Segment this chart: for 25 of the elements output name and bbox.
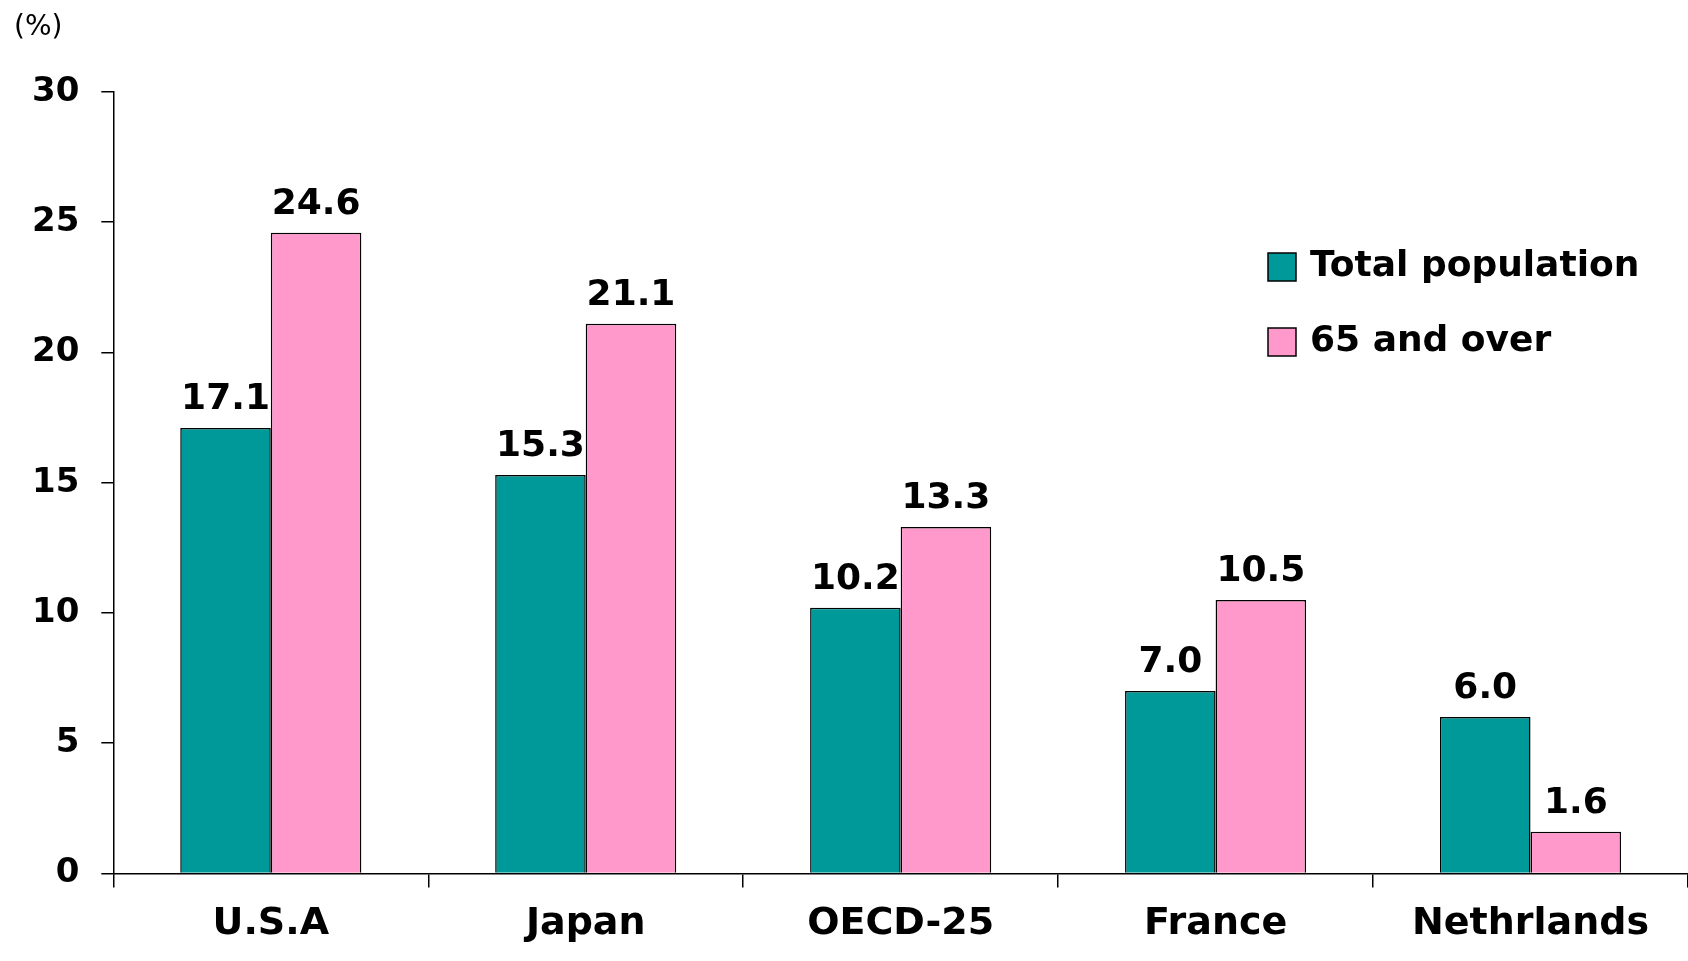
x-tick-label: France <box>1143 899 1288 944</box>
data-label: 7.0 <box>1138 639 1203 681</box>
y-tick-label: 15 <box>31 459 80 500</box>
data-label: 10.5 <box>1216 548 1306 590</box>
data-label: 21.1 <box>586 272 676 314</box>
y-tick-label: 20 <box>31 329 80 370</box>
legend-label: 65 and over <box>1310 318 1552 360</box>
data-label: 15.3 <box>496 423 585 465</box>
y-tick-label: 0 <box>55 850 80 891</box>
data-label: 6.0 <box>1453 665 1518 707</box>
legend-label: Total population <box>1310 243 1640 285</box>
y-tick-label: 30 <box>31 68 80 109</box>
y-tick-label: 10 <box>31 589 80 630</box>
data-label: 17.1 <box>181 376 270 418</box>
y-axis-title: (%) <box>14 9 63 43</box>
x-tick-label: Japan <box>522 899 646 944</box>
x-tick-label: OECD-25 <box>807 899 995 944</box>
data-label: 24.6 <box>271 181 361 223</box>
x-tick-label: U.S.A <box>212 899 330 944</box>
data-label: 13.3 <box>901 475 991 517</box>
data-label: 10.2 <box>810 556 900 598</box>
y-tick-label: 25 <box>31 199 80 240</box>
data-label: 1.6 <box>1543 780 1608 822</box>
y-tick-label: 5 <box>55 719 80 760</box>
x-tick-label: Nethrlands <box>1411 899 1650 944</box>
